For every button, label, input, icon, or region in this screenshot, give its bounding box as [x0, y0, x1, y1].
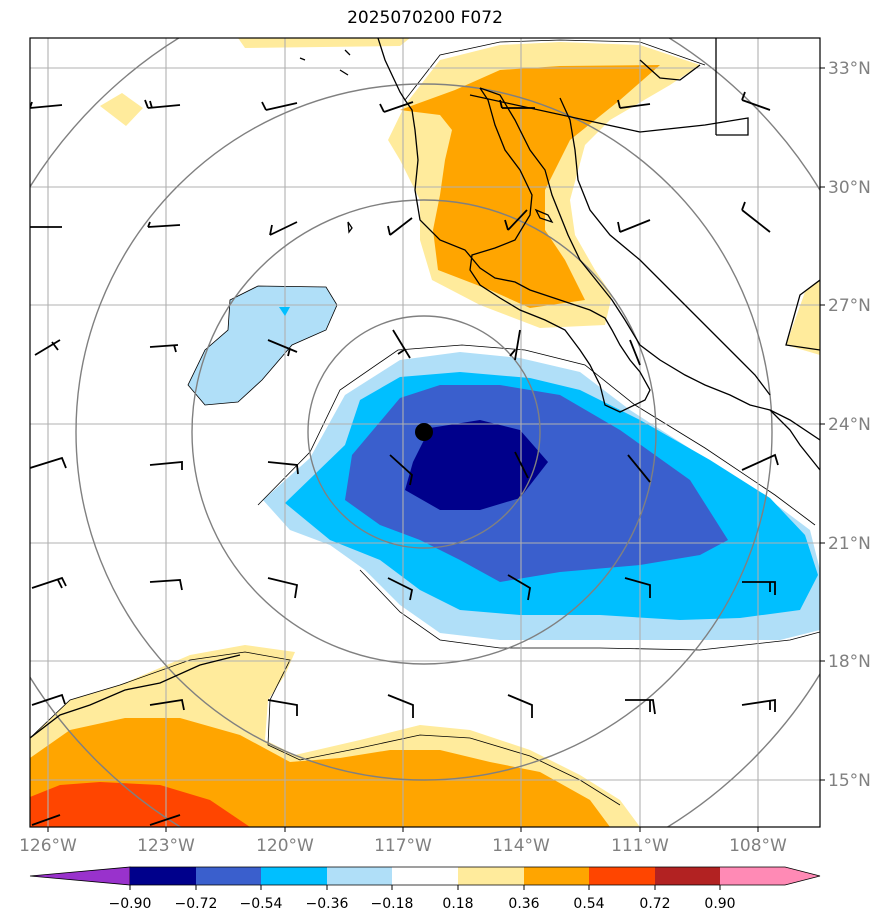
colorbar: −0.90 −0.72 −0.54 −0.36 −0.18 0.18 0.36 …	[29, 866, 821, 912]
colorbar-tick-label: −0.18	[371, 896, 414, 912]
wind-barb	[30, 456, 67, 469]
colorbar-bin	[392, 867, 458, 885]
lat-label: 27°N	[828, 296, 871, 316]
wind-barb	[627, 454, 651, 483]
positive-anomaly-top-strip	[238, 38, 410, 48]
colorbar-bin	[327, 867, 392, 885]
wind-barb	[149, 698, 185, 711]
wind-barb	[144, 99, 181, 109]
colorbar-tick-label: −0.36	[306, 896, 349, 912]
colorbar-bin	[589, 867, 655, 885]
colorbar-tick-label: 0.72	[639, 896, 670, 912]
wind-barb	[499, 99, 535, 109]
lon-label: 120°W	[256, 836, 314, 856]
positive-anomaly-south-strong	[30, 782, 250, 827]
anomaly-contour-lines	[30, 39, 820, 806]
wind-barb	[507, 574, 531, 601]
wind-barb	[379, 101, 414, 113]
longitude-labels: 126°W 123°W 120°W 117°W 114°W 111°W 108°…	[19, 836, 787, 856]
colorbar-tick-label: 0.36	[508, 896, 539, 912]
wind-barb	[147, 221, 181, 228]
negative-anomaly-core	[405, 420, 548, 510]
wind-barb	[261, 101, 298, 111]
coastlines	[30, 38, 820, 739]
wind-barb	[741, 201, 771, 233]
lon-label: 126°W	[19, 836, 77, 856]
wind-barb	[267, 577, 299, 599]
colorbar-tick-label: −0.72	[175, 896, 218, 912]
wind-barb	[741, 698, 776, 712]
colorbar-tick-label: −0.54	[240, 896, 283, 912]
wind-barb	[514, 451, 529, 479]
wind-barb	[625, 699, 656, 715]
wind-barb	[267, 461, 299, 475]
wind-barb	[629, 339, 641, 366]
lat-label: 33°N	[828, 59, 871, 79]
lon-label: 114°W	[492, 836, 550, 856]
wind-barb	[617, 219, 651, 233]
colorbar-bin	[458, 867, 524, 885]
map-title: 2025070200 F072	[347, 8, 503, 28]
wind-barb	[30, 101, 63, 109]
wind-barb	[387, 217, 413, 236]
positive-anomaly-east-edge	[786, 280, 820, 355]
map-area	[30, 38, 820, 827]
wind-barb	[149, 814, 181, 826]
wind-barb	[31, 576, 67, 589]
range-rings	[30, 38, 820, 827]
lon-label: 117°W	[374, 836, 432, 856]
small-cyan-marker	[279, 307, 290, 316]
wind-barb	[392, 329, 411, 359]
wind-barb	[267, 699, 298, 716]
wind-barb	[387, 694, 414, 718]
colorbar-bin	[524, 867, 589, 885]
wind-barb	[149, 344, 179, 353]
wind-barb	[31, 814, 61, 826]
lat-label: 15°N	[828, 771, 871, 791]
axis-ticks	[47, 67, 825, 832]
wind-barb	[269, 221, 298, 236]
colorbar-bin	[196, 867, 261, 885]
wind-barb	[31, 693, 66, 706]
lon-label: 111°W	[611, 836, 669, 856]
colorbar-bin	[261, 867, 327, 885]
wind-barb	[617, 99, 651, 109]
lat-label: 30°N	[828, 178, 871, 198]
wind-barb	[387, 577, 414, 601]
latitude-labels: 33°N 30°N 27°N 24°N 21°N 18°N 15°N	[828, 59, 871, 791]
wind-barb	[504, 209, 528, 231]
colorbar-tick-label: 0.18	[442, 896, 473, 912]
colorbar-over-triangle	[720, 867, 820, 885]
colorbar-bin	[130, 867, 196, 885]
wind-barb	[741, 91, 771, 111]
lon-label: 123°W	[137, 836, 195, 856]
wind-barb	[742, 581, 776, 595]
colorbar-bin	[655, 867, 720, 885]
wind-barb	[267, 339, 298, 357]
lat-label: 18°N	[828, 652, 871, 672]
wind-barb	[741, 453, 779, 471]
colorbar-tick-label: −0.90	[109, 896, 152, 912]
wind-barb	[149, 579, 183, 591]
lat-lon-grid	[30, 38, 820, 827]
positive-anomaly-west-blob	[100, 93, 143, 126]
colorbar-tick-label: 0.54	[573, 896, 604, 912]
negative-anomaly-west-light	[188, 286, 337, 405]
wind-barb	[149, 461, 183, 470]
wind-barb	[34, 339, 61, 356]
wind-barb	[509, 329, 521, 361]
wind-barbs	[30, 91, 779, 826]
lon-label: 108°W	[729, 836, 787, 856]
colorbar-under-triangle	[29, 866, 131, 886]
wind-barb	[624, 577, 651, 598]
storm-center-marker	[415, 423, 433, 441]
colorbar-tick-label: 0.90	[704, 896, 735, 912]
wind-barb	[389, 454, 413, 486]
lat-label: 24°N	[828, 415, 871, 435]
map-frame	[29, 37, 821, 828]
lat-label: 21°N	[828, 534, 871, 554]
wind-barb	[507, 694, 533, 718]
